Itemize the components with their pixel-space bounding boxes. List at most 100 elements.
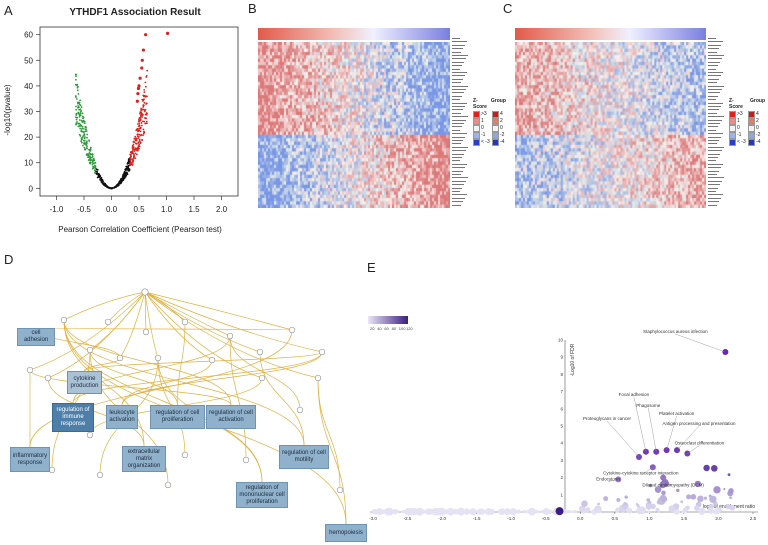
volcano-point [80, 138, 83, 141]
volcano-point [93, 162, 95, 165]
gene-label [452, 44, 465, 46]
volcano-highlight-point [136, 91, 140, 96]
legend-group-value: 4 [756, 111, 759, 117]
legend-swatch [729, 138, 736, 146]
volcano-point [143, 110, 146, 113]
e-xtick-label: -0.5 [542, 516, 550, 521]
legend-group-value: -2 [756, 132, 761, 138]
volcano-point [82, 117, 84, 120]
volcano-point [84, 142, 87, 144]
volcano-point [143, 91, 146, 94]
gene-label [708, 92, 720, 94]
volcano-point [125, 174, 128, 177]
legend-zscore-value: >3 [481, 111, 487, 117]
e-point [504, 508, 511, 515]
e-point-label: Endocytosis [596, 476, 621, 481]
e-point-label: Osteoclast differentiation [675, 441, 725, 446]
volcano-point [132, 157, 135, 160]
gene-label [708, 136, 721, 138]
e-point [463, 508, 471, 515]
colorbar-tick-label: 120 [406, 326, 413, 331]
legend-row: -1 -2 [473, 131, 505, 139]
go-edge [29, 291, 146, 371]
volcano-point [74, 83, 77, 86]
volcano-point [137, 142, 140, 144]
volcano-xtick-label: 1.5 [188, 205, 200, 214]
gene-label [708, 72, 723, 73]
e-point [555, 507, 564, 516]
gene-label [708, 153, 720, 155]
e-point [570, 510, 574, 513]
volcano-ytick-label: 60 [24, 31, 33, 40]
e-point-label: Dilated cardiomyopathy (DCM) [642, 483, 704, 488]
legend-swatch [748, 117, 755, 125]
go-node[interactable]: extracellular matrix organization [122, 446, 166, 472]
legend-group-value: 0 [500, 125, 503, 131]
e-point [469, 508, 477, 516]
volcano-point [138, 133, 141, 136]
volcano-point [93, 164, 96, 167]
volcano-point [145, 117, 147, 119]
gene-label [452, 204, 461, 206]
e-point [703, 464, 710, 472]
go-term-node [258, 374, 266, 382]
volcano-point [86, 147, 89, 150]
volcano-point [94, 161, 97, 164]
volcano-point [138, 117, 141, 119]
e-point [660, 494, 667, 501]
legend-group-value: 4 [500, 111, 503, 117]
gene-label [708, 184, 720, 186]
go-term-node [164, 481, 172, 489]
volcano-point [91, 167, 94, 170]
e-point [729, 504, 736, 511]
volcano-point [138, 147, 140, 150]
go-node[interactable]: regulation of cell proliferation [150, 405, 205, 429]
volcano-point [134, 135, 137, 138]
gene-label [708, 55, 724, 56]
legend-swatch [492, 138, 499, 146]
colorbar [368, 316, 408, 324]
volcano-point [86, 145, 88, 148]
gene-label [452, 102, 467, 104]
go-node[interactable]: regulation of immune response [52, 403, 94, 432]
volcano-point [75, 73, 78, 76]
e-point [623, 502, 627, 506]
volcano-point [94, 166, 96, 169]
gene-label [452, 201, 463, 203]
e-label-leader [633, 396, 647, 452]
go-node[interactable]: hemopoiesis [325, 524, 367, 542]
volcano-point [86, 140, 88, 143]
go-node[interactable]: cell adhesion [17, 328, 55, 346]
gene-label [452, 163, 467, 165]
e-labeled-point [722, 349, 729, 356]
go-node[interactable]: inflammatory response [10, 447, 50, 472]
volcano-point [80, 129, 83, 132]
volcano-point [96, 172, 99, 175]
go-node[interactable]: leukocyte activation [106, 405, 138, 429]
e-point [425, 508, 433, 515]
go-node[interactable]: cytokine production [67, 371, 102, 394]
volcano-point [134, 157, 137, 160]
go-edge [63, 319, 232, 406]
go-node[interactable]: regulation of cell activation [206, 405, 256, 429]
volcano-point [82, 130, 84, 133]
volcano-point [128, 160, 131, 163]
e-point [524, 510, 527, 513]
volcano-point [77, 93, 80, 95]
go-edge [63, 291, 146, 321]
go-node[interactable]: regulation of cell motility [279, 445, 329, 469]
e-point [690, 493, 697, 500]
e-point [410, 507, 419, 516]
volcano-point [142, 134, 144, 137]
e-point [581, 500, 588, 508]
gene-label [708, 61, 720, 63]
e-point [710, 465, 718, 472]
volcano-point [131, 150, 134, 152]
gene-label [708, 102, 723, 104]
legend-swatch [473, 138, 480, 146]
volcano-point [75, 123, 77, 126]
volcano-point [74, 95, 77, 97]
panel-label-e: E [367, 260, 376, 275]
go-node[interactable]: regulation of mononuclear cell prolifera… [236, 482, 288, 508]
e-point [650, 503, 656, 510]
